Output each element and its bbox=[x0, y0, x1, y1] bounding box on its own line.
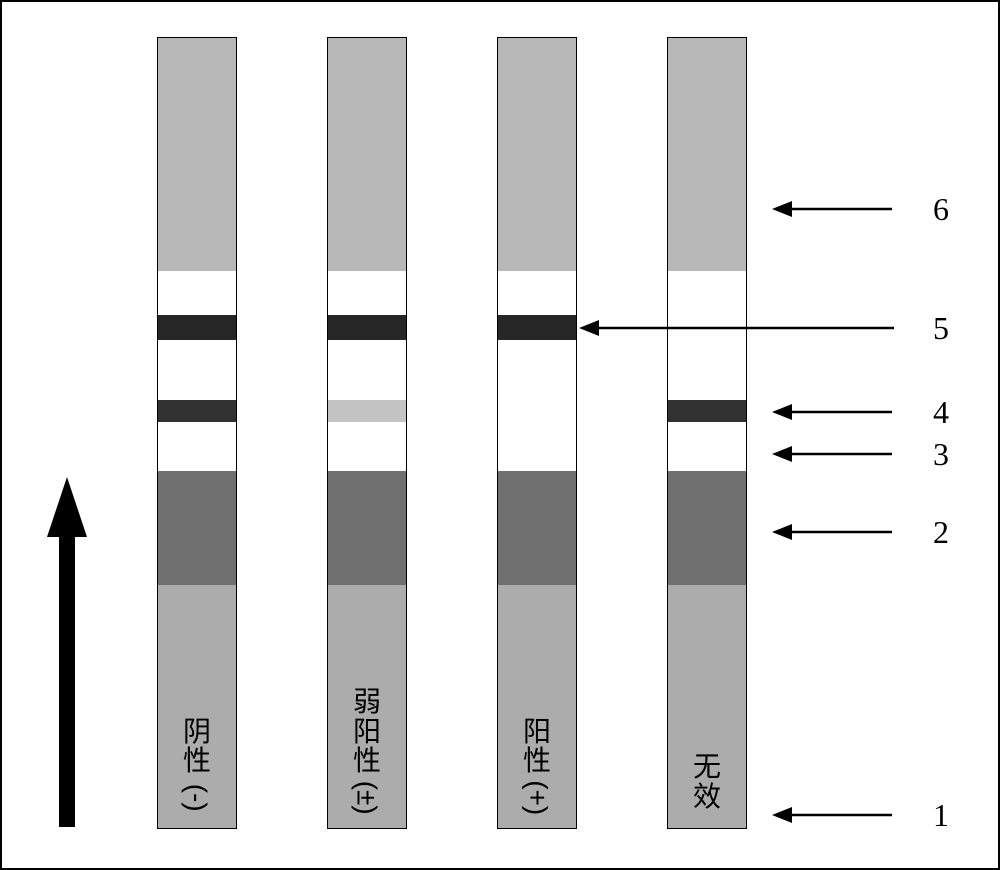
callout-6: 6 bbox=[772, 197, 892, 221]
sample-pad: 弱阳性(±) bbox=[328, 585, 406, 828]
callout-number: 3 bbox=[933, 436, 949, 473]
nc-membrane bbox=[328, 422, 406, 471]
sample-pad: 阳性(+) bbox=[498, 585, 576, 828]
strip-result-label: 阳性(+) bbox=[498, 718, 576, 812]
absorbent-pad bbox=[328, 38, 406, 271]
strip-result-label: 无效 bbox=[668, 753, 746, 812]
nc-membrane bbox=[668, 422, 746, 471]
callout-number: 2 bbox=[933, 514, 949, 551]
strip-weak-positive: 弱阳性(±) bbox=[327, 37, 407, 829]
callout-number: 4 bbox=[933, 394, 949, 431]
absorbent-pad bbox=[498, 38, 576, 271]
conjugate-pad bbox=[668, 471, 746, 585]
nc-membrane bbox=[498, 422, 576, 471]
callout-1: 1 bbox=[772, 803, 892, 827]
callout-2: 2 bbox=[772, 520, 892, 544]
flow-direction-arrow-icon bbox=[47, 477, 87, 827]
callout-4: 4 bbox=[772, 400, 892, 424]
control-line bbox=[328, 315, 406, 340]
test-line bbox=[668, 400, 746, 422]
callout-3: 3 bbox=[772, 442, 892, 466]
conjugate-pad bbox=[328, 471, 406, 585]
test-line bbox=[158, 400, 236, 422]
callout-number: 6 bbox=[933, 191, 949, 228]
strip-negative: 阴性(-) bbox=[157, 37, 237, 829]
test-line bbox=[328, 400, 406, 422]
absorbent-pad bbox=[158, 38, 236, 271]
conjugate-pad bbox=[158, 471, 236, 585]
control-line bbox=[498, 315, 576, 340]
sample-pad: 无效 bbox=[668, 585, 746, 828]
strip-positive: 阳性(+) bbox=[497, 37, 577, 829]
callout-number: 5 bbox=[933, 310, 949, 347]
callout-5: 5 bbox=[579, 316, 894, 340]
conjugate-pad bbox=[498, 471, 576, 585]
diagram-canvas: 阴性(-) 弱阳性(±) 阳性(+) 无效 6 5 4 3 2 1 bbox=[0, 0, 1000, 870]
strip-invalid: 无效 bbox=[667, 37, 747, 829]
callout-number: 1 bbox=[933, 797, 949, 834]
control-line bbox=[158, 315, 236, 340]
test-line bbox=[498, 400, 576, 422]
sample-pad: 阴性(-) bbox=[158, 585, 236, 828]
strip-result-label: 阴性(-) bbox=[158, 718, 236, 812]
absorbent-pad bbox=[668, 38, 746, 271]
strip-result-label: 弱阳性(±) bbox=[328, 688, 406, 812]
nc-membrane bbox=[158, 422, 236, 471]
